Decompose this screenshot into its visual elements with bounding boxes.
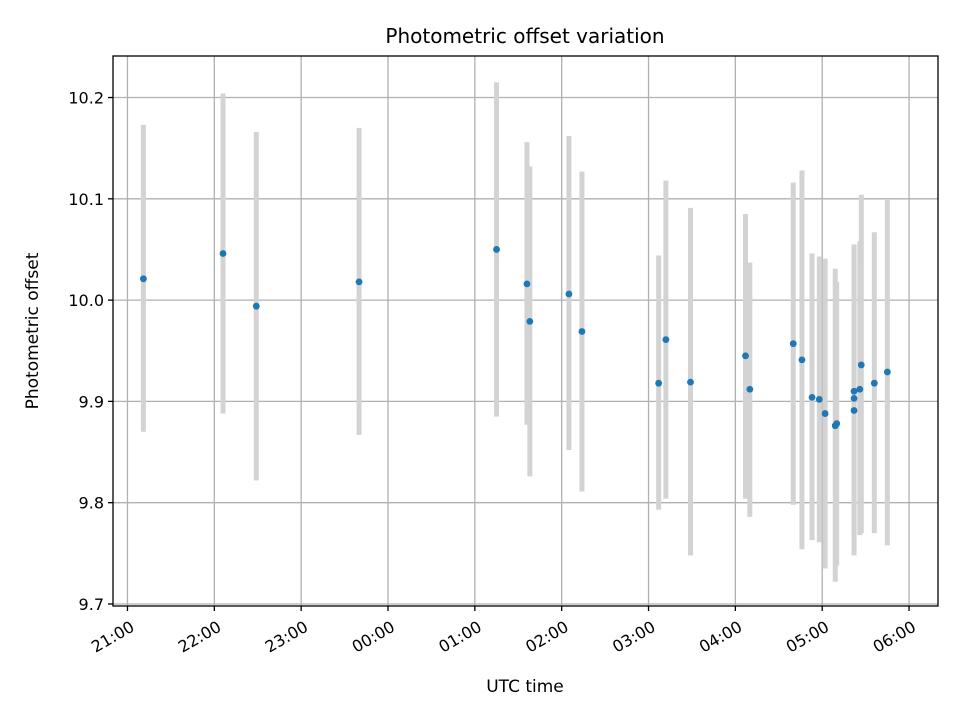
data-point xyxy=(742,352,749,360)
grid-layer xyxy=(113,56,938,606)
y-axis-title: Photometric offset xyxy=(23,252,43,409)
data-point xyxy=(565,290,573,298)
data-point xyxy=(746,385,754,393)
data-point xyxy=(252,302,260,310)
y-tick-label: 9.8 xyxy=(79,494,104,513)
data-point xyxy=(139,275,147,283)
data-point xyxy=(850,387,858,395)
y-axis-ticks: 9.7 9.8 9.9 10.0 10.1 10.2 xyxy=(68,89,113,614)
x-axis-title: UTC time xyxy=(486,677,564,697)
data-point xyxy=(662,336,670,344)
data-point xyxy=(850,407,858,414)
data-point xyxy=(857,361,865,369)
data-point xyxy=(526,317,534,325)
data-point xyxy=(493,246,500,253)
data-point xyxy=(833,420,841,428)
data-point xyxy=(808,393,816,401)
data-point xyxy=(815,395,823,403)
y-tick-label: 10.1 xyxy=(68,190,104,209)
data-point xyxy=(821,410,829,417)
data-point xyxy=(578,328,586,335)
plot-frame xyxy=(112,55,939,607)
data-point xyxy=(883,368,891,376)
data-point xyxy=(523,280,531,288)
data-point xyxy=(850,394,858,402)
data-point xyxy=(219,250,227,257)
points-layer xyxy=(139,246,891,430)
y-tick-label: 9.7 xyxy=(79,595,104,614)
data-point xyxy=(870,379,878,387)
data-point xyxy=(687,378,694,386)
data-point xyxy=(789,340,797,348)
data-point xyxy=(355,278,363,286)
data-point xyxy=(798,356,806,364)
y-tick-label: 10.2 xyxy=(68,89,104,108)
y-tick-label: 9.9 xyxy=(79,392,104,411)
chart-title: Photometric offset variation xyxy=(385,24,664,48)
y-tick-label: 10.0 xyxy=(68,291,104,310)
data-point xyxy=(655,379,663,387)
data-point xyxy=(856,385,864,393)
